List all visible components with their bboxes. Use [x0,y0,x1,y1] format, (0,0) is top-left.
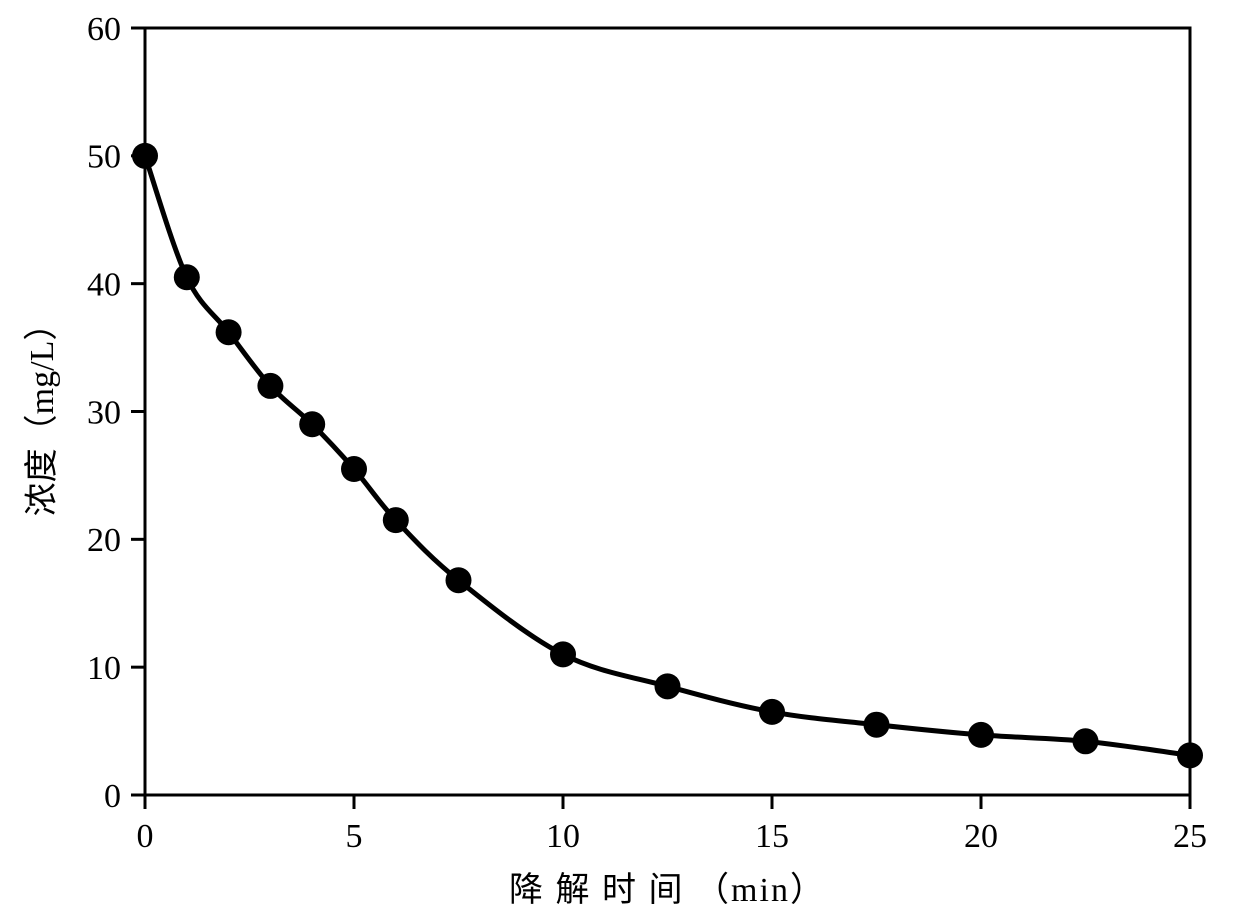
x-axis-label: 降 解 时 间 （min） [509,871,826,909]
x-tick-label: 20 [964,818,998,855]
series-marker [383,507,409,533]
series-marker [655,673,681,699]
series-marker [132,143,158,169]
series-marker [550,641,576,667]
series-marker [968,722,994,748]
x-tick-label: 5 [346,818,363,855]
x-tick-label: 0 [137,818,154,855]
plot-background [0,0,1240,924]
series-marker [299,411,325,437]
series-marker [1073,728,1099,754]
series-marker [174,264,200,290]
series-marker [216,319,242,345]
x-tick-label: 10 [546,818,580,855]
y-tick-label: 60 [87,11,121,48]
y-tick-label: 50 [87,139,121,176]
series-marker [257,373,283,399]
y-tick-label: 40 [87,267,121,304]
y-axis-label: 浓度（mg/L） [23,307,61,517]
series-marker [446,567,472,593]
series-marker [864,712,890,738]
chart-svg: 0 5 10 15 20 25 0 10 20 30 40 50 60 降 解 时 间 （min） 浓度（m… [0,0,1240,924]
series-marker [759,699,785,725]
x-tick-label: 15 [755,818,789,855]
y-tick-label: 30 [87,394,121,431]
y-tick-label: 20 [87,522,121,559]
y-tick-label: 0 [104,778,121,815]
series-marker [341,456,367,482]
x-tick-label: 25 [1173,818,1207,855]
series-marker [1177,742,1203,768]
chart-container: 0 5 10 15 20 25 0 10 20 30 40 50 60 降 解 时 间 （min） 浓度（m… [0,0,1240,924]
y-tick-label: 10 [87,650,121,687]
